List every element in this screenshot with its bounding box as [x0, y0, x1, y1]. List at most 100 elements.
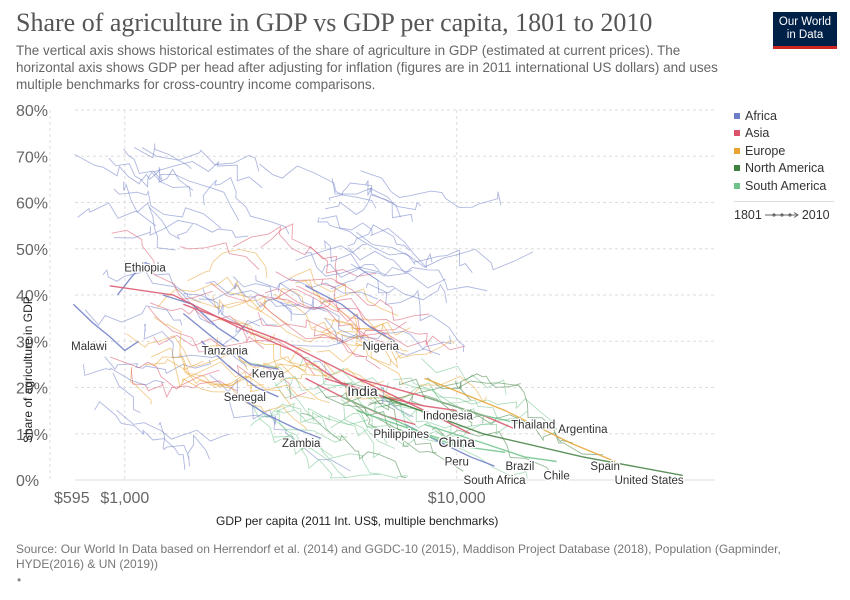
series-label: Chile [544, 470, 570, 482]
background-trajectory [130, 366, 152, 405]
legend-item-asia[interactable]: Asia [734, 125, 844, 143]
background-trajectory [317, 217, 411, 251]
background-trajectory [83, 364, 165, 386]
background-trajectory [116, 409, 231, 442]
background-trajectory [202, 176, 290, 235]
background-trajectory [350, 263, 447, 303]
series-label: Peru [445, 457, 469, 469]
series-line-united-states[interactable] [382, 396, 683, 477]
background-trajectory [84, 305, 183, 326]
background-trajectory [112, 372, 141, 414]
y-tick-label: 10% [16, 427, 48, 444]
background-trajectory [274, 402, 322, 425]
background-trajectory [316, 344, 397, 363]
series-label: Malawi [71, 341, 107, 353]
series-label: China [438, 434, 475, 450]
background-trajectory [110, 356, 220, 390]
series-line-brazil[interactable] [356, 409, 506, 453]
background-trajectory [255, 275, 379, 300]
background-trajectory [232, 276, 292, 322]
background-trajectory [143, 323, 248, 367]
background-trajectory [147, 306, 219, 353]
background-trajectory [259, 163, 377, 209]
x-tick-label: $1,000 [100, 490, 149, 507]
background-trajectory [280, 301, 359, 338]
background-trajectory [321, 263, 446, 289]
background-trajectory [154, 273, 202, 303]
legend-label: Asia [745, 126, 770, 141]
series-label: Nigeria [362, 341, 399, 353]
background-trajectory [108, 157, 194, 191]
background-trajectory [205, 280, 336, 311]
background-trajectory [330, 266, 413, 290]
owid-logo[interactable]: Our World in Data [773, 12, 837, 49]
y-tick-label: 80% [16, 103, 48, 120]
background-trajectory [153, 160, 263, 189]
series-line-ethiopia[interactable] [116, 261, 158, 296]
footer-bullet: • [17, 573, 22, 587]
background-trajectory [277, 282, 327, 312]
series-line-nigeria[interactable] [305, 285, 395, 342]
legend-swatch-africa [734, 112, 740, 119]
background-trajectory [209, 374, 276, 425]
background-trajectory [102, 269, 215, 326]
background-trajectory [469, 408, 574, 444]
background-trajectory [426, 373, 521, 390]
legend-item-africa[interactable]: Africa [734, 107, 844, 125]
timeline-start: 1801 [734, 207, 762, 222]
series-line-india[interactable] [109, 285, 371, 393]
series-line-tanzania[interactable] [162, 294, 239, 342]
background-trajectory [113, 188, 222, 229]
series-line-malawi[interactable] [72, 303, 139, 352]
background-trajectory [331, 178, 401, 218]
background-trajectory [324, 317, 441, 356]
series-line-zambia[interactable] [238, 396, 322, 440]
background-trajectory [454, 380, 604, 456]
timeline-legend[interactable]: 1801 2010 [734, 208, 844, 222]
background-trajectory [421, 358, 507, 395]
legend-item-north-america[interactable]: North America [734, 160, 844, 178]
background-trajectory [179, 242, 260, 270]
y-axis-label: Share of agriculture in GDP [21, 296, 35, 443]
legend-item-europe[interactable]: Europe [734, 142, 844, 160]
background-trajectory [191, 298, 246, 310]
background-trajectory [123, 148, 240, 221]
background-trajectory [145, 358, 284, 386]
background-trajectory [213, 376, 316, 400]
x-tick-label: $10,000 [428, 490, 486, 507]
background-trajectory [343, 381, 398, 405]
background-trajectory [74, 154, 192, 197]
legend-item-south-america[interactable]: South America [734, 177, 844, 195]
series-line-senegal[interactable] [200, 340, 279, 398]
background-trajectory [181, 378, 248, 403]
chart-subtitle: The vertical axis shows historical estim… [16, 43, 718, 92]
legend-label: South America [745, 178, 827, 193]
background-trajectory [113, 219, 249, 239]
background-trajectory [398, 378, 473, 426]
country-series[interactable] [72, 261, 683, 477]
background-trajectory [222, 317, 278, 346]
background-trajectory [126, 333, 250, 367]
series-line-chile[interactable] [424, 423, 557, 463]
background-trajectory [158, 421, 211, 467]
background-trajectory [342, 391, 400, 405]
series-line-argentina[interactable] [424, 396, 557, 430]
y-tick-label: 20% [16, 381, 48, 398]
background-trajectory [255, 287, 304, 310]
background-trajectory [312, 411, 348, 438]
background-trajectory [310, 328, 405, 369]
series-line-peru[interactable] [341, 396, 465, 449]
series-label: Kenya [252, 369, 285, 381]
series-label: Senegal [224, 392, 266, 404]
background-trajectory [369, 402, 464, 472]
background-trajectory [183, 293, 224, 316]
background-trajectory [257, 312, 381, 370]
background-trajectory [313, 326, 432, 354]
background-trajectory [347, 247, 488, 292]
background-trajectory [301, 412, 407, 478]
background-trajectory [153, 316, 204, 370]
series-label: Indonesia [423, 410, 473, 422]
background-trajectory [305, 252, 379, 277]
series-line-kenya[interactable] [182, 312, 279, 370]
